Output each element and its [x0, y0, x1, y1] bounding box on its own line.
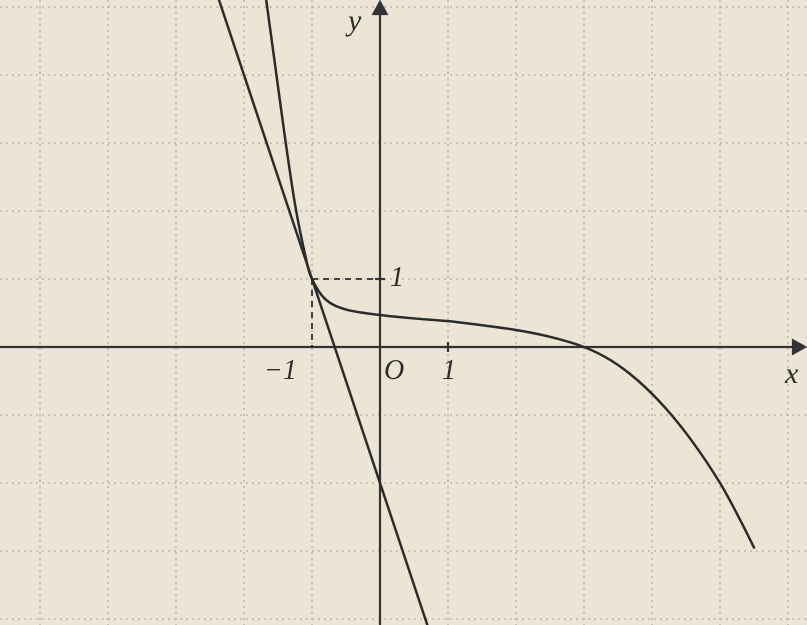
tick-label-x-neg: −1: [264, 357, 297, 385]
axis-label-y: y: [348, 6, 361, 36]
tick-label-x-pos: 1: [442, 357, 456, 385]
chart-svg: [0, 0, 807, 625]
origin-label: O: [384, 357, 404, 385]
tick-label-y-pos: 1: [390, 264, 404, 292]
chart-container: y x O −1 1 1: [0, 0, 807, 625]
axis-label-x: x: [785, 359, 798, 389]
